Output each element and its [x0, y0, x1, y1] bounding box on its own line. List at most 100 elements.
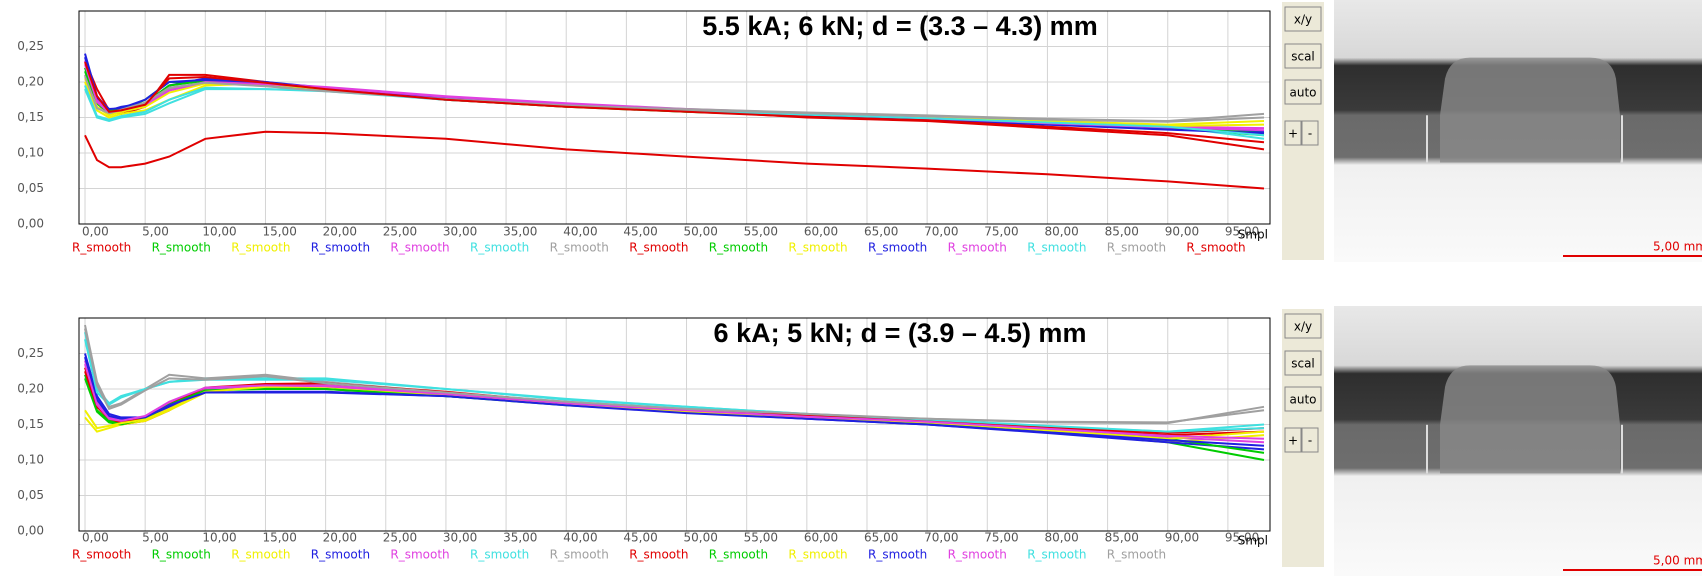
series-line	[84, 328, 1265, 424]
x-tick-label: 0,00	[82, 531, 109, 545]
toolbar-button-label[interactable]: -	[1308, 434, 1312, 448]
toolbar-button[interactable]	[1284, 313, 1322, 339]
toolbar-button[interactable]	[1284, 79, 1322, 105]
y-tick-label: 0,15	[17, 417, 44, 431]
legend-entry: R_smooth	[550, 241, 609, 255]
y-tick-label: 0,00	[17, 524, 44, 538]
x-tick-label: 35,00	[503, 531, 537, 545]
legend-entry: R_smooth	[868, 548, 927, 562]
x-tick-label: 15,00	[262, 531, 296, 545]
legend-entry: R_smooth	[868, 241, 927, 255]
y-tick-label: 0,15	[17, 110, 44, 124]
legend-entry: R_smooth	[1107, 241, 1166, 255]
x-tick-label: 65,00	[864, 531, 898, 545]
legend-entry: R_smooth	[629, 548, 688, 562]
x-tick-label: 15,00	[262, 225, 296, 239]
weld-nugget	[1440, 57, 1620, 163]
legend-entry: R_smooth	[629, 241, 688, 255]
legend-entry: R_smooth	[1107, 548, 1166, 562]
toolbar-button-label[interactable]: -	[1308, 127, 1312, 141]
toolbar-button[interactable]	[1284, 120, 1302, 146]
series-line	[84, 363, 1265, 440]
toolbar-button[interactable]	[1284, 6, 1322, 32]
legend-entry: R_smooth	[1027, 548, 1086, 562]
x-tick-label: 75,00	[984, 531, 1018, 545]
plot-frame	[78, 317, 1271, 532]
series-line	[84, 61, 1265, 144]
y-tick-label: 0,10	[17, 453, 44, 467]
scale-label: 5,00 mm	[1653, 240, 1702, 254]
scale-label: 5,00 mm	[1653, 554, 1702, 568]
legend-entry: R_smooth	[788, 241, 847, 255]
y-tick-label: 0,20	[17, 382, 44, 396]
x-axis-label: Smpl	[1238, 228, 1268, 242]
x-tick-label: 45,00	[623, 225, 657, 239]
chart-title: 6 kA; 5 kN; d = (3.9 – 4.5) mm	[714, 318, 1087, 348]
x-tick-label: 20,00	[323, 531, 357, 545]
x-tick-label: 60,00	[804, 531, 838, 545]
plot-frame	[78, 10, 1271, 225]
x-tick-label: 75,00	[984, 225, 1018, 239]
legend-entry: R_smooth	[390, 548, 449, 562]
toolbar-button[interactable]	[1284, 350, 1322, 376]
x-tick-label: 20,00	[323, 225, 357, 239]
toolbar-button[interactable]	[1284, 427, 1302, 453]
x-tick-label: 25,00	[383, 225, 417, 239]
legend-entry: R_smooth	[311, 241, 370, 255]
x-tick-label: 90,00	[1165, 531, 1199, 545]
x-tick-label: 55,00	[744, 225, 778, 239]
x-axis-label: Smpl	[1238, 534, 1268, 548]
x-tick-label: 50,00	[684, 225, 718, 239]
legend-entry: R_smooth	[788, 548, 847, 562]
x-tick-label: 40,00	[563, 531, 597, 545]
legend-entry: R_smooth	[948, 241, 1007, 255]
x-tick-label: 65,00	[864, 225, 898, 239]
series-line	[84, 339, 1265, 433]
x-tick-label: 0,00	[82, 225, 109, 239]
legend-entry: R_smooth	[231, 548, 290, 562]
x-tick-label: 90,00	[1165, 225, 1199, 239]
x-tick-label: 60,00	[804, 225, 838, 239]
x-tick-label: 45,00	[623, 531, 657, 545]
x-tick-label: 70,00	[924, 531, 958, 545]
toolbar-button[interactable]	[1301, 120, 1319, 146]
x-tick-label: 25,00	[383, 531, 417, 545]
toolbar-button-label[interactable]: x/y	[1294, 320, 1312, 334]
x-tick-label: 70,00	[924, 225, 958, 239]
y-tick-label: 0,25	[17, 39, 44, 53]
y-tick-label: 0,00	[17, 217, 44, 231]
y-tick-label: 0,05	[17, 181, 44, 195]
x-tick-label: 5,00	[142, 531, 169, 545]
x-tick-label: 10,00	[202, 225, 236, 239]
toolbar-button-label[interactable]: scal	[1291, 50, 1315, 64]
weld-nugget	[1440, 365, 1620, 474]
x-tick-label: 35,00	[503, 225, 537, 239]
toolbar-button[interactable]	[1284, 43, 1322, 69]
toolbar-button-label[interactable]: x/y	[1294, 13, 1312, 27]
x-tick-label: 85,00	[1105, 531, 1139, 545]
toolbar-button-label[interactable]: +	[1288, 434, 1298, 448]
x-tick-label: 5,00	[142, 225, 169, 239]
toolbar-button-label[interactable]: +	[1288, 127, 1298, 141]
x-tick-label: 80,00	[1044, 225, 1078, 239]
x-tick-label: 30,00	[443, 531, 477, 545]
x-tick-label: 30,00	[443, 225, 477, 239]
toolbar-button[interactable]	[1284, 386, 1322, 412]
toolbar-button-label[interactable]: auto	[1289, 393, 1316, 407]
toolbar-button[interactable]	[1301, 427, 1319, 453]
toolbar-button-label[interactable]: scal	[1291, 357, 1315, 371]
legend-entry: R_smooth	[390, 241, 449, 255]
x-tick-label: 40,00	[563, 225, 597, 239]
legend-entry: R_smooth	[709, 548, 768, 562]
legend-entry: R_smooth	[948, 548, 1007, 562]
y-tick-label: 0,10	[17, 146, 44, 160]
x-tick-label: 55,00	[744, 531, 778, 545]
y-tick-label: 0,05	[17, 488, 44, 502]
toolbar-button-label[interactable]: auto	[1289, 86, 1316, 100]
x-tick-label: 80,00	[1044, 531, 1078, 545]
y-tick-label: 0,25	[17, 346, 44, 360]
x-tick-label: 10,00	[202, 531, 236, 545]
legend-entry: R_smooth	[311, 548, 370, 562]
x-tick-label: 95,00	[1225, 531, 1259, 545]
